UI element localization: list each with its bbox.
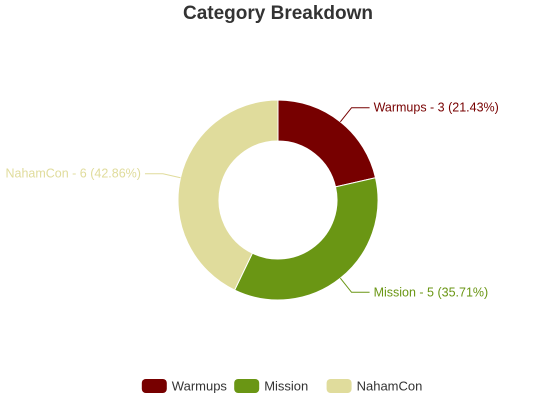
legend-swatch-nahamcon[interactable] bbox=[326, 379, 352, 393]
leader-line-warmups bbox=[339, 107, 370, 123]
slice-nahamcon[interactable] bbox=[177, 99, 279, 291]
chart-title: Category Breakdown bbox=[183, 3, 373, 24]
legend-label-mission[interactable]: Mission bbox=[264, 379, 308, 394]
slice-label-warmups: Warmups - 3 (21.43%) bbox=[374, 101, 499, 115]
legend-label-warmups[interactable]: Warmups bbox=[172, 379, 228, 394]
leader-line-nahamcon bbox=[144, 173, 181, 179]
slice-labels: Warmups - 3 (21.43%) Mission - 5 (35.71%)… bbox=[5, 101, 498, 300]
legend-swatch-warmups[interactable] bbox=[141, 379, 167, 393]
leader-line-mission bbox=[339, 277, 370, 293]
slice-label-nahamcon: NahamCon - 6 (42.86%) bbox=[5, 167, 140, 181]
slice-warmups[interactable] bbox=[277, 99, 377, 188]
legend-label-nahamcon[interactable]: NahamCon bbox=[357, 379, 423, 394]
slice-label-mission: Mission - 5 (35.71%) bbox=[374, 285, 489, 299]
slice-mission[interactable] bbox=[233, 177, 379, 301]
legend: Warmups Mission NahamCon bbox=[141, 379, 423, 394]
donut-slices bbox=[177, 99, 379, 301]
legend-swatch-mission[interactable] bbox=[234, 379, 260, 393]
